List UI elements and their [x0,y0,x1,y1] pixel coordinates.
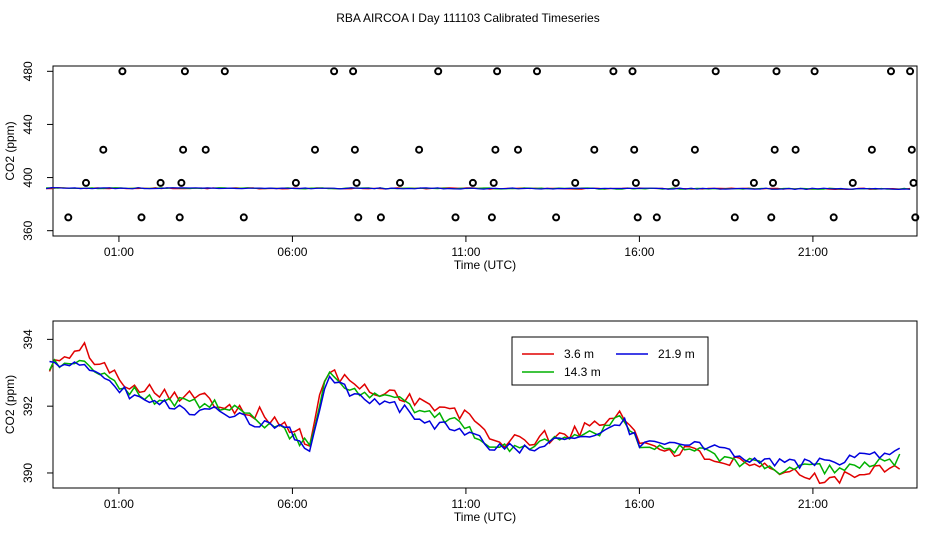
x-tick-label: 06:00 [277,497,307,511]
y-tick-label: 400 [21,167,35,187]
y-axis-label: CO2 (ppm) [3,121,17,180]
calibration-marker [311,145,319,154]
calibration-marker [533,67,541,76]
calibration-marker [906,67,915,76]
bottom-panel-timeseries: 01:00 06:00 11:00 16:00 21:00 390 392 394 Time (… [3,320,918,524]
calibration-marker [791,145,800,154]
top-panel-scatter: 01:00 06:00 11:00 16:00 21:00 360 400 440 480 Tim… [3,61,920,272]
calibration-marker [628,67,637,76]
calibration-marker [349,67,358,76]
x-tick-label: 16:00 [624,245,654,259]
x-tick-label: 21:00 [798,497,828,511]
calibration-marker [99,145,108,154]
calibration-marker [609,67,618,76]
x-tick-label: 11:00 [451,497,480,511]
calibration-marker [848,178,857,187]
calibration-marker [829,213,838,222]
calibration-marker [909,178,918,187]
calibration-marker [671,178,680,187]
calibration-marker [730,213,739,222]
calibration-marker [711,67,720,76]
calibration-marker [769,178,777,187]
y-tick-label: 440 [21,114,35,134]
y-tick-label: 360 [21,220,35,240]
calibration-marker [552,213,561,222]
y-tick-label: 390 [21,463,35,483]
calibration-marker [451,213,460,222]
calibration-marker [330,67,339,76]
calibration-marker [156,178,165,187]
calibration-marker [177,178,186,187]
series-line-143m [48,358,901,476]
calibration-marker [772,67,781,76]
x-tick-label: 11:00 [451,245,480,259]
calibration-marker [907,145,916,154]
y-tick-label: 480 [21,61,35,81]
calibration-marker [201,145,210,154]
calibration-marker [179,145,188,154]
calibration-marker [491,145,500,154]
calibration-marker [633,213,642,222]
y-axis-label: CO2 (ppm) [3,375,17,434]
calibration-marker [630,145,639,154]
series-line-219m [45,186,911,191]
calibration-marker [175,213,184,222]
x-tick-label: 01:00 [104,245,134,259]
calibration-marker [487,213,496,222]
calibration-marker [354,213,363,222]
plot-frame [52,65,918,237]
calibration-marker [434,67,443,76]
plot-frame [52,320,918,489]
calibration-marker [631,178,640,187]
calibration-marker [887,67,895,76]
calibration-marker [350,145,359,154]
legend-box [511,336,709,386]
calibration-marker [118,67,127,76]
legend-label: 21.9 m [658,347,695,361]
calibration-marker [493,67,502,76]
calibration-marker [749,178,758,187]
calibration-marker [82,178,90,187]
x-tick-label: 16:00 [624,497,654,511]
calibration-marker [180,67,189,76]
calibration-marker [571,178,580,187]
calibration-marker [810,67,819,76]
calibration-marker [867,145,876,154]
calibration-marker [376,213,385,222]
x-axis-label: Time (UTC) [454,258,516,272]
calibration-marker [514,145,522,154]
legend-label: 14.3 m [564,365,601,379]
y-tick-label: 394 [21,329,35,349]
calibration-marker [220,67,229,76]
x-tick-label: 21:00 [798,245,828,259]
legend: 3.6 m 14.3 m 21.9 m [511,336,709,386]
calibration-marker [137,213,146,222]
calibration-marker [767,213,776,222]
x-tick-label: 06:00 [277,245,307,259]
series-line-219m [49,360,901,470]
calibration-marker [396,178,404,187]
calibration-marker [352,178,361,187]
calibration-marker [770,145,779,154]
calibration-marker [652,213,661,222]
calibration-marker [590,145,599,154]
calibration-marker [415,145,424,154]
x-tick-label: 01:00 [104,497,134,511]
calibration-marker [64,213,73,222]
calibration-marker [291,178,300,187]
x-axis-label: Time (UTC) [454,510,516,524]
y-tick-label: 392 [21,396,35,416]
calibration-marker [911,213,920,222]
series-line-36m [48,341,901,485]
calibration-marker [690,145,699,154]
calibration-marker [239,213,248,222]
figure-title: RBA AIRCOA I Day 111103 Calibrated Times… [336,11,599,25]
calibration-marker [468,178,477,187]
legend-label: 3.6 m [564,347,594,361]
calibration-marker [489,178,498,187]
